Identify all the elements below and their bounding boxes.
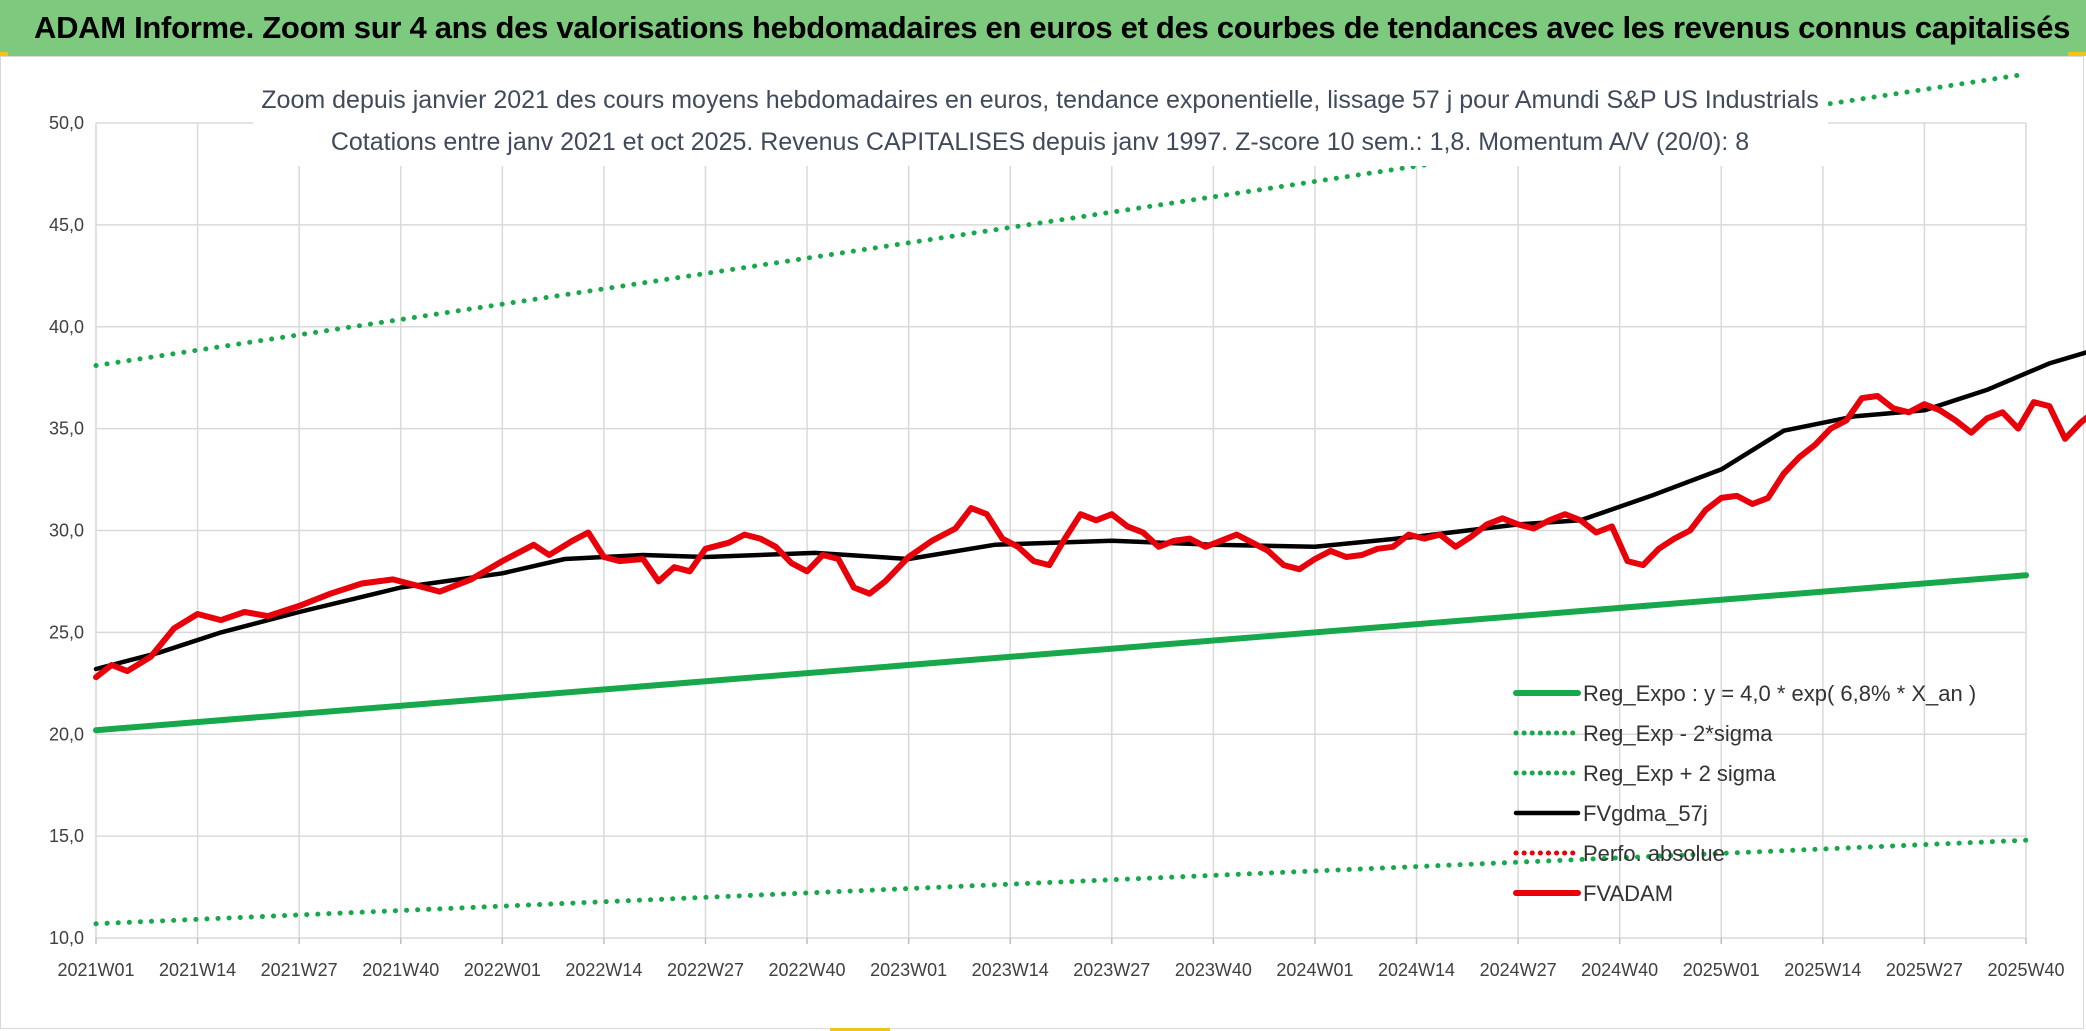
y-tick-label: 35,0 — [49, 419, 84, 439]
series-line-0 — [93, 572, 2029, 734]
x-tick-label: 2024W27 — [1480, 960, 1557, 980]
legend-label: Perfo. absolue — [1583, 841, 1725, 866]
report-banner: ADAM Informe. Zoom sur 4 ans des valoris… — [0, 0, 2086, 56]
x-tick-label: 2023W01 — [870, 960, 947, 980]
x-tick-label: 2023W40 — [1175, 960, 1252, 980]
y-tick-label: 10,0 — [49, 928, 84, 948]
y-axis-ticks: 10,0 15,0 20,0 25,0 30,0 35,0 40,0 45,0 50,0 — [49, 113, 84, 948]
legend-label: Reg_Exp - 2*sigma — [1583, 721, 1773, 746]
x-tick-label: 2022W40 — [769, 960, 846, 980]
chart-title: Zoom depuis janvier 2021 des cours moyen… — [261, 86, 1818, 114]
chart-legend: Reg_Expo : y = 4,0 * exp( 6,8% * X_an ) R… — [1513, 681, 1976, 906]
x-tick-label: 2025W01 — [1683, 960, 1760, 980]
x-tick-label: 2025W14 — [1784, 960, 1861, 980]
x-tick-label: 2021W14 — [159, 960, 236, 980]
y-tick-label: 40,0 — [49, 317, 84, 337]
series-line-3 — [93, 350, 2086, 672]
x-tick-label: 2023W14 — [972, 960, 1049, 980]
x-tick-label: 2025W40 — [1987, 960, 2064, 980]
y-tick-label: 25,0 — [49, 622, 84, 642]
x-tick-label: 2022W01 — [464, 960, 541, 980]
legend-label: Reg_Exp + 2 sigma — [1583, 761, 1776, 786]
x-tick-label: 2021W40 — [362, 960, 439, 980]
chart-subtitle: Cotations entre janv 2021 et oct 2025. R… — [331, 128, 1749, 156]
x-tick-label: 2021W27 — [261, 960, 338, 980]
legend-label: Reg_Expo : y = 4,0 * exp( 6,8% * X_an ) — [1583, 681, 1976, 706]
series-line-5 — [93, 393, 2086, 681]
x-tick-label: 2024W01 — [1276, 960, 1353, 980]
legend-label: FVgdma_57j — [1583, 801, 1708, 826]
x-tick-label: 2022W27 — [667, 960, 744, 980]
accent-mark — [2068, 52, 2086, 56]
x-tick-label: 2023W27 — [1073, 960, 1150, 980]
accent-mark — [0, 52, 8, 56]
title-background — [253, 78, 1828, 166]
legend-label: FVADAM — [1583, 881, 1673, 906]
x-tick-label: 2021W01 — [57, 960, 134, 980]
x-tick-label: 2025W27 — [1886, 960, 1963, 980]
y-tick-label: 20,0 — [49, 724, 84, 744]
x-tick-label: 2024W40 — [1581, 960, 1658, 980]
y-tick-label: 30,0 — [49, 521, 84, 541]
series-line-1 — [93, 837, 2029, 927]
accent-mark — [830, 1028, 890, 1031]
x-tick-label: 2022W14 — [565, 960, 642, 980]
y-tick-label: 50,0 — [49, 113, 84, 133]
chart-series — [93, 71, 2086, 927]
report-title: ADAM Informe. Zoom sur 4 ans des valoris… — [34, 10, 2071, 45]
y-tick-label: 45,0 — [49, 215, 84, 235]
x-axis-ticks: 2021W01 2021W14 2021W27 2021W40 2022W01 2022W… — [57, 938, 2065, 980]
x-tick-label: 2024W14 — [1378, 960, 1455, 980]
chart-grid — [95, 122, 2027, 939]
y-tick-label: 15,0 — [49, 826, 84, 846]
series-line-2 — [93, 71, 2029, 368]
